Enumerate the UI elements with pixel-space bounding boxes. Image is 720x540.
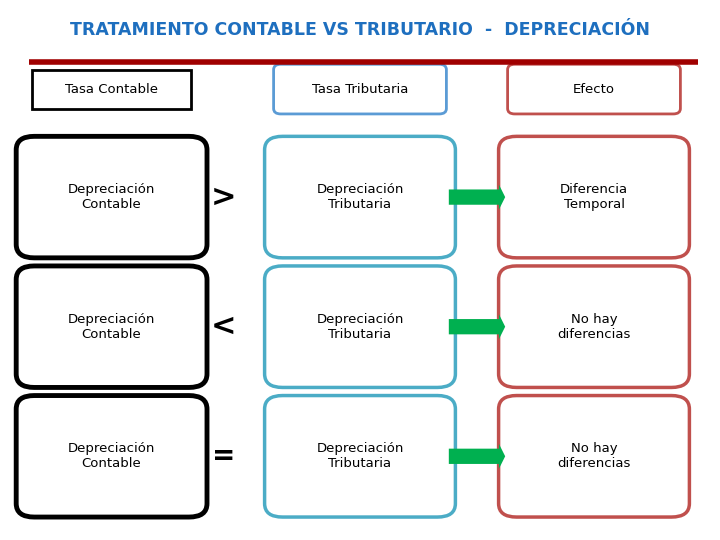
FancyBboxPatch shape	[32, 70, 191, 109]
Text: Tasa Tributaria: Tasa Tributaria	[312, 83, 408, 96]
Text: =: =	[212, 442, 235, 470]
FancyBboxPatch shape	[498, 395, 690, 517]
Text: Depreciación
Tributaria: Depreciación Tributaria	[316, 313, 404, 341]
FancyBboxPatch shape	[265, 266, 456, 388]
FancyBboxPatch shape	[498, 137, 690, 258]
Text: Diferencia
Temporal: Diferencia Temporal	[560, 183, 628, 211]
Text: No hay
diferencias: No hay diferencias	[557, 313, 631, 341]
FancyBboxPatch shape	[16, 266, 207, 388]
Text: >: >	[210, 183, 236, 212]
FancyBboxPatch shape	[16, 137, 207, 258]
Text: Efecto: Efecto	[573, 83, 615, 96]
Text: Depreciación
Contable: Depreciación Contable	[68, 313, 156, 341]
Text: TRATAMIENTO CONTABLE VS TRIBUTARIO  -  DEPRECIACIÓN: TRATAMIENTO CONTABLE VS TRIBUTARIO - DEP…	[70, 21, 650, 39]
Text: <: <	[210, 312, 236, 341]
FancyBboxPatch shape	[508, 64, 680, 114]
Text: Depreciación
Contable: Depreciación Contable	[68, 442, 156, 470]
Text: No hay
diferencias: No hay diferencias	[557, 442, 631, 470]
Text: Depreciación
Contable: Depreciación Contable	[68, 183, 156, 211]
FancyBboxPatch shape	[265, 395, 456, 517]
FancyBboxPatch shape	[498, 266, 690, 388]
Text: Tasa Contable: Tasa Contable	[65, 83, 158, 96]
Text: Depreciación
Tributaria: Depreciación Tributaria	[316, 183, 404, 211]
Text: Depreciación
Tributaria: Depreciación Tributaria	[316, 442, 404, 470]
FancyBboxPatch shape	[16, 395, 207, 517]
FancyBboxPatch shape	[274, 64, 446, 114]
FancyBboxPatch shape	[265, 137, 456, 258]
